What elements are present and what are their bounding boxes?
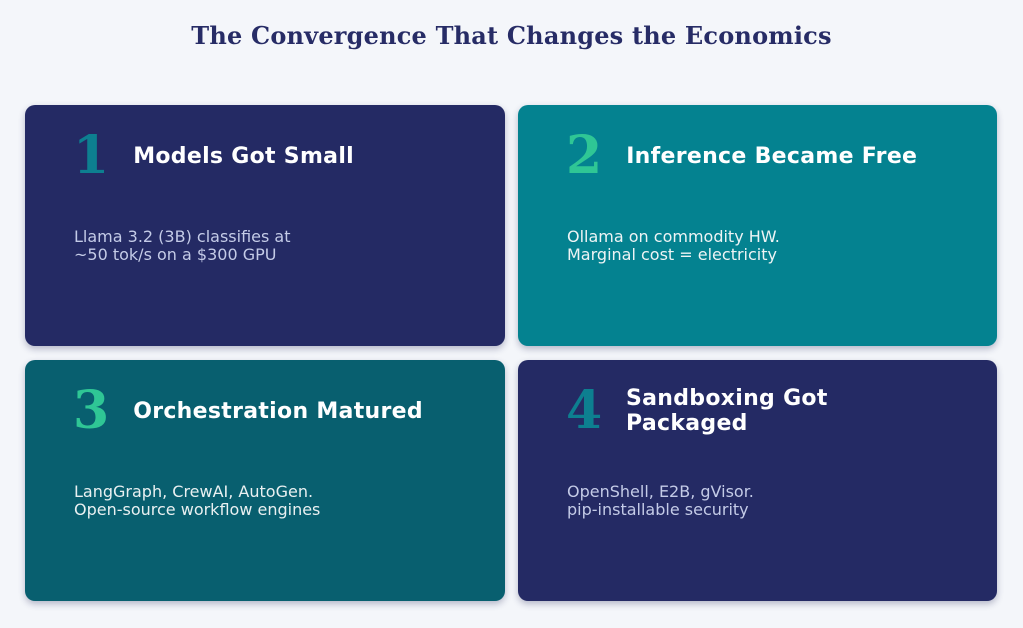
card-body-line: OpenShell, E2B, gVisor. xyxy=(567,481,754,501)
card-inference-became-free: 2 Inference Became Free Ollama on commod… xyxy=(518,105,997,346)
card-body: OpenShell, E2B, gVisor. pip-installable … xyxy=(567,481,949,520)
card-body-line: Ollama on commodity HW. xyxy=(567,226,780,246)
card-title: Inference Became Free xyxy=(626,143,918,169)
card-body-line: ~50 tok/s on a $300 GPU xyxy=(74,244,277,264)
card-number: 4 xyxy=(566,380,603,441)
card-number: 3 xyxy=(73,380,110,441)
card-number: 1 xyxy=(73,125,110,186)
card-body: LangGraph, CrewAI, AutoGen. Open-source … xyxy=(74,481,457,520)
page-title: The Convergence That Changes the Economi… xyxy=(191,21,832,50)
card-header: 3 Orchestration Matured xyxy=(73,380,457,441)
cards-grid: 1 Models Got Small Llama 3.2 (3B) classi… xyxy=(25,105,997,601)
card-title: Orchestration Matured xyxy=(133,398,423,424)
card-body-line: Llama 3.2 (3B) classifies at xyxy=(74,226,291,246)
card-header: 4 Sandboxing Got Packaged xyxy=(566,380,949,441)
card-number: 2 xyxy=(566,125,603,186)
card-header: 2 Inference Became Free xyxy=(566,125,949,186)
card-body-line: pip-installable security xyxy=(567,499,749,519)
card-models-got-small: 1 Models Got Small Llama 3.2 (3B) classi… xyxy=(25,105,505,346)
card-body-line: LangGraph, CrewAI, AutoGen. xyxy=(74,481,314,501)
card-orchestration-matured: 3 Orchestration Matured LangGraph, CrewA… xyxy=(25,360,505,601)
card-body-line: Marginal cost = electricity xyxy=(567,244,777,264)
card-body: Llama 3.2 (3B) classifies at ~50 tok/s o… xyxy=(74,226,457,265)
card-sandboxing-got-packaged: 4 Sandboxing Got Packaged OpenShell, E2B… xyxy=(518,360,997,601)
card-title: Models Got Small xyxy=(133,143,355,169)
card-body: Ollama on commodity HW. Marginal cost = … xyxy=(567,226,949,265)
card-title: Sandboxing Got Packaged xyxy=(626,386,828,437)
card-header: 1 Models Got Small xyxy=(73,125,457,186)
card-body-line: Open-source workflow engines xyxy=(74,499,321,519)
